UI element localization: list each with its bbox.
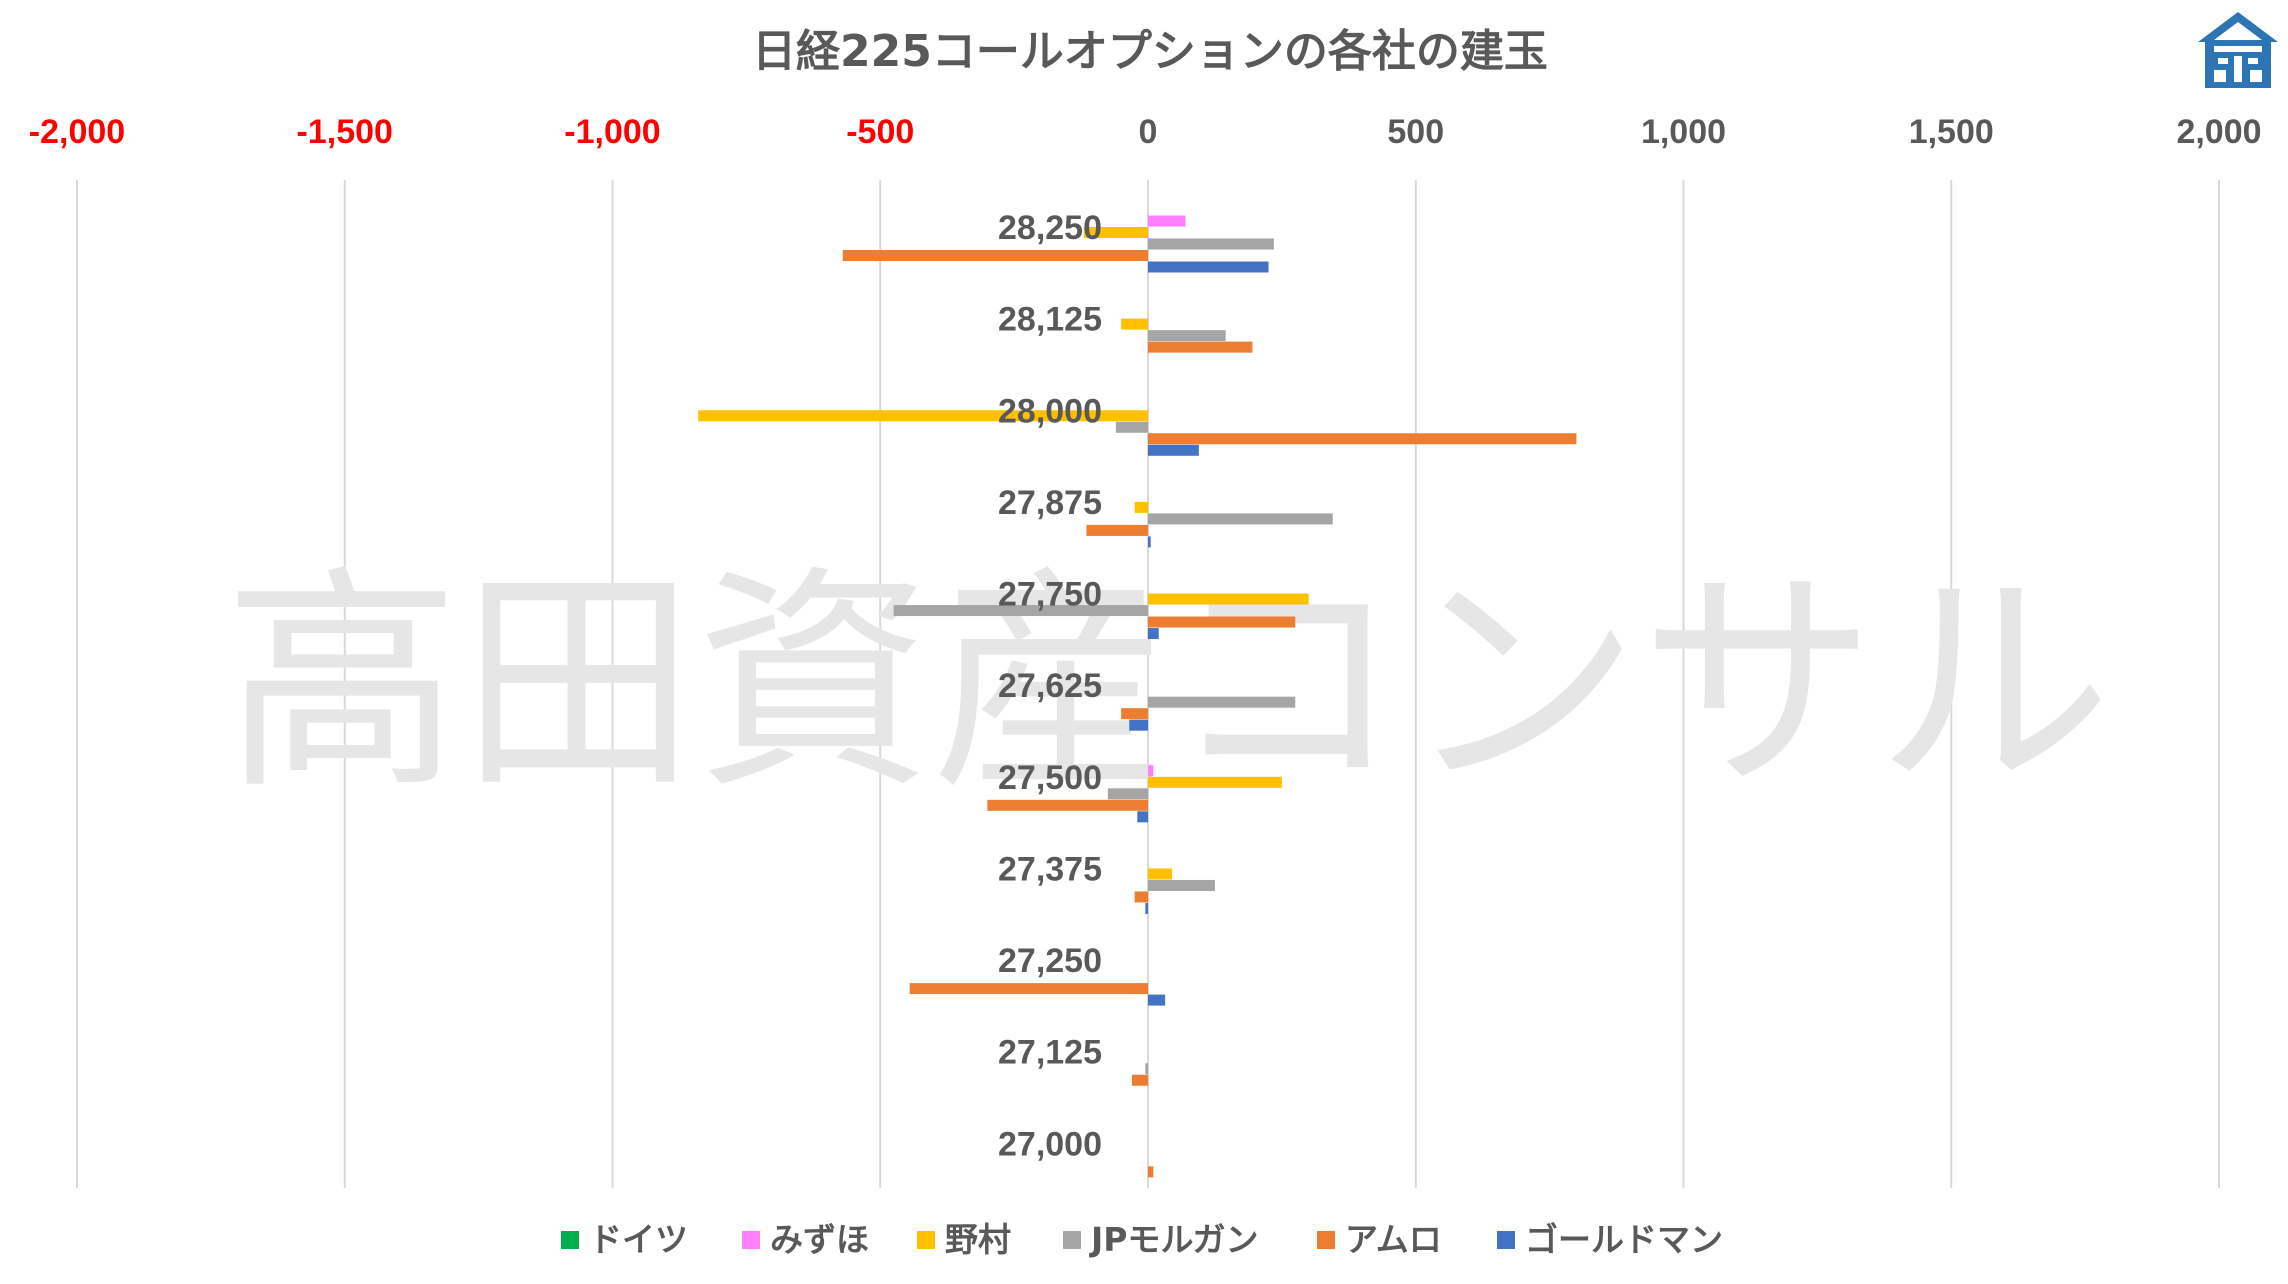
bar bbox=[1121, 318, 1148, 330]
bar bbox=[1148, 261, 1269, 273]
legend-item: ゴールドマン bbox=[1497, 1220, 1723, 1259]
bar bbox=[1086, 524, 1148, 536]
bar bbox=[1148, 628, 1159, 640]
legend-swatch bbox=[1317, 1231, 1335, 1249]
legend-swatch bbox=[917, 1231, 935, 1249]
bar bbox=[1148, 536, 1151, 548]
bar bbox=[1148, 433, 1577, 445]
category-label: 28,000 bbox=[998, 392, 1102, 430]
bar bbox=[1107, 788, 1148, 800]
legend-label: みずほ bbox=[770, 1220, 869, 1259]
x-axis-ticks: -2,000 -1,500 -1,000 -500 0 500 1,000 1,500 2,00… bbox=[29, 113, 2262, 151]
bar bbox=[987, 799, 1148, 811]
bar bbox=[1148, 879, 1215, 891]
bar bbox=[1115, 421, 1148, 433]
legend-swatch bbox=[1497, 1231, 1515, 1249]
x-tick-label: 2,000 bbox=[2176, 113, 2261, 151]
category-label: 27,125 bbox=[998, 1034, 1102, 1072]
legend-swatch bbox=[742, 1231, 760, 1249]
bar bbox=[1137, 811, 1148, 823]
bar bbox=[1148, 238, 1274, 250]
bar bbox=[909, 983, 1148, 995]
bar bbox=[698, 410, 1148, 422]
bar bbox=[1148, 593, 1309, 605]
bar bbox=[1145, 902, 1148, 914]
category-label: 27,625 bbox=[998, 667, 1102, 705]
bar bbox=[1083, 227, 1148, 238]
bar bbox=[1121, 708, 1148, 720]
bar bbox=[842, 250, 1148, 261]
bar bbox=[1148, 330, 1226, 342]
x-tick-label: 1,500 bbox=[1909, 113, 1994, 151]
legend-item: ドイツ bbox=[561, 1220, 688, 1259]
category-label: 28,125 bbox=[998, 301, 1102, 339]
bar bbox=[1148, 616, 1296, 628]
legend-label: ゴールドマン bbox=[1525, 1220, 1723, 1259]
x-tick-label: -500 bbox=[846, 113, 914, 151]
bar bbox=[1148, 444, 1199, 456]
bar bbox=[1134, 501, 1148, 513]
bar bbox=[1148, 776, 1282, 788]
x-tick-label: -2,000 bbox=[29, 113, 125, 151]
legend: ドイツ みずほ 野村 JPモルガン アムロ ゴールドマン bbox=[561, 1220, 1723, 1259]
bar bbox=[1148, 696, 1296, 708]
bar bbox=[1148, 868, 1173, 880]
legend-item: アムロ bbox=[1317, 1220, 1442, 1259]
bar bbox=[1148, 994, 1166, 1006]
legend-item: みずほ bbox=[742, 1220, 869, 1259]
bar bbox=[1148, 1166, 1154, 1178]
watermark: 高田資産コンサル bbox=[224, 546, 2112, 821]
bar bbox=[1148, 341, 1253, 353]
bar bbox=[1148, 513, 1333, 525]
legend-label: アムロ bbox=[1345, 1220, 1442, 1259]
chart-title: 日経225コールオプションの各社の建玉 bbox=[752, 26, 1548, 77]
bar bbox=[1145, 1063, 1148, 1075]
legend-swatch bbox=[1063, 1231, 1081, 1249]
category-label: 27,875 bbox=[998, 484, 1102, 522]
legend-item: 野村 bbox=[917, 1220, 1011, 1259]
category-label: 27,500 bbox=[998, 759, 1102, 797]
legend-label: JPモルガン bbox=[1089, 1220, 1258, 1259]
legend-swatch bbox=[561, 1231, 579, 1249]
bar bbox=[1148, 765, 1154, 777]
bar bbox=[893, 605, 1148, 617]
bar bbox=[1131, 1074, 1148, 1086]
x-tick-label: 1,000 bbox=[1641, 113, 1726, 151]
category-label: 27,375 bbox=[998, 850, 1102, 888]
bar bbox=[1129, 719, 1148, 731]
x-tick-label: -1,000 bbox=[564, 113, 660, 151]
x-tick-label: -1,500 bbox=[297, 113, 393, 151]
legend-label: ドイツ bbox=[589, 1220, 688, 1259]
x-tick-label: 0 bbox=[1139, 113, 1158, 151]
category-label: 27,750 bbox=[998, 576, 1102, 614]
category-labels: 28,250 28,125 28,000 27,875 27,750 27,625 27,5… bbox=[998, 209, 1102, 1163]
category-label: 27,000 bbox=[998, 1125, 1102, 1163]
bar bbox=[1134, 891, 1148, 903]
bars bbox=[698, 215, 1577, 1178]
legend-label: 野村 bbox=[945, 1220, 1011, 1259]
bar bbox=[1148, 215, 1186, 227]
category-label: 27,250 bbox=[998, 942, 1102, 980]
house-logo-icon bbox=[2198, 12, 2278, 88]
x-tick-label: 500 bbox=[1387, 113, 1444, 151]
legend-item: JPモルガン bbox=[1063, 1220, 1258, 1259]
category-label: 28,250 bbox=[998, 209, 1102, 247]
